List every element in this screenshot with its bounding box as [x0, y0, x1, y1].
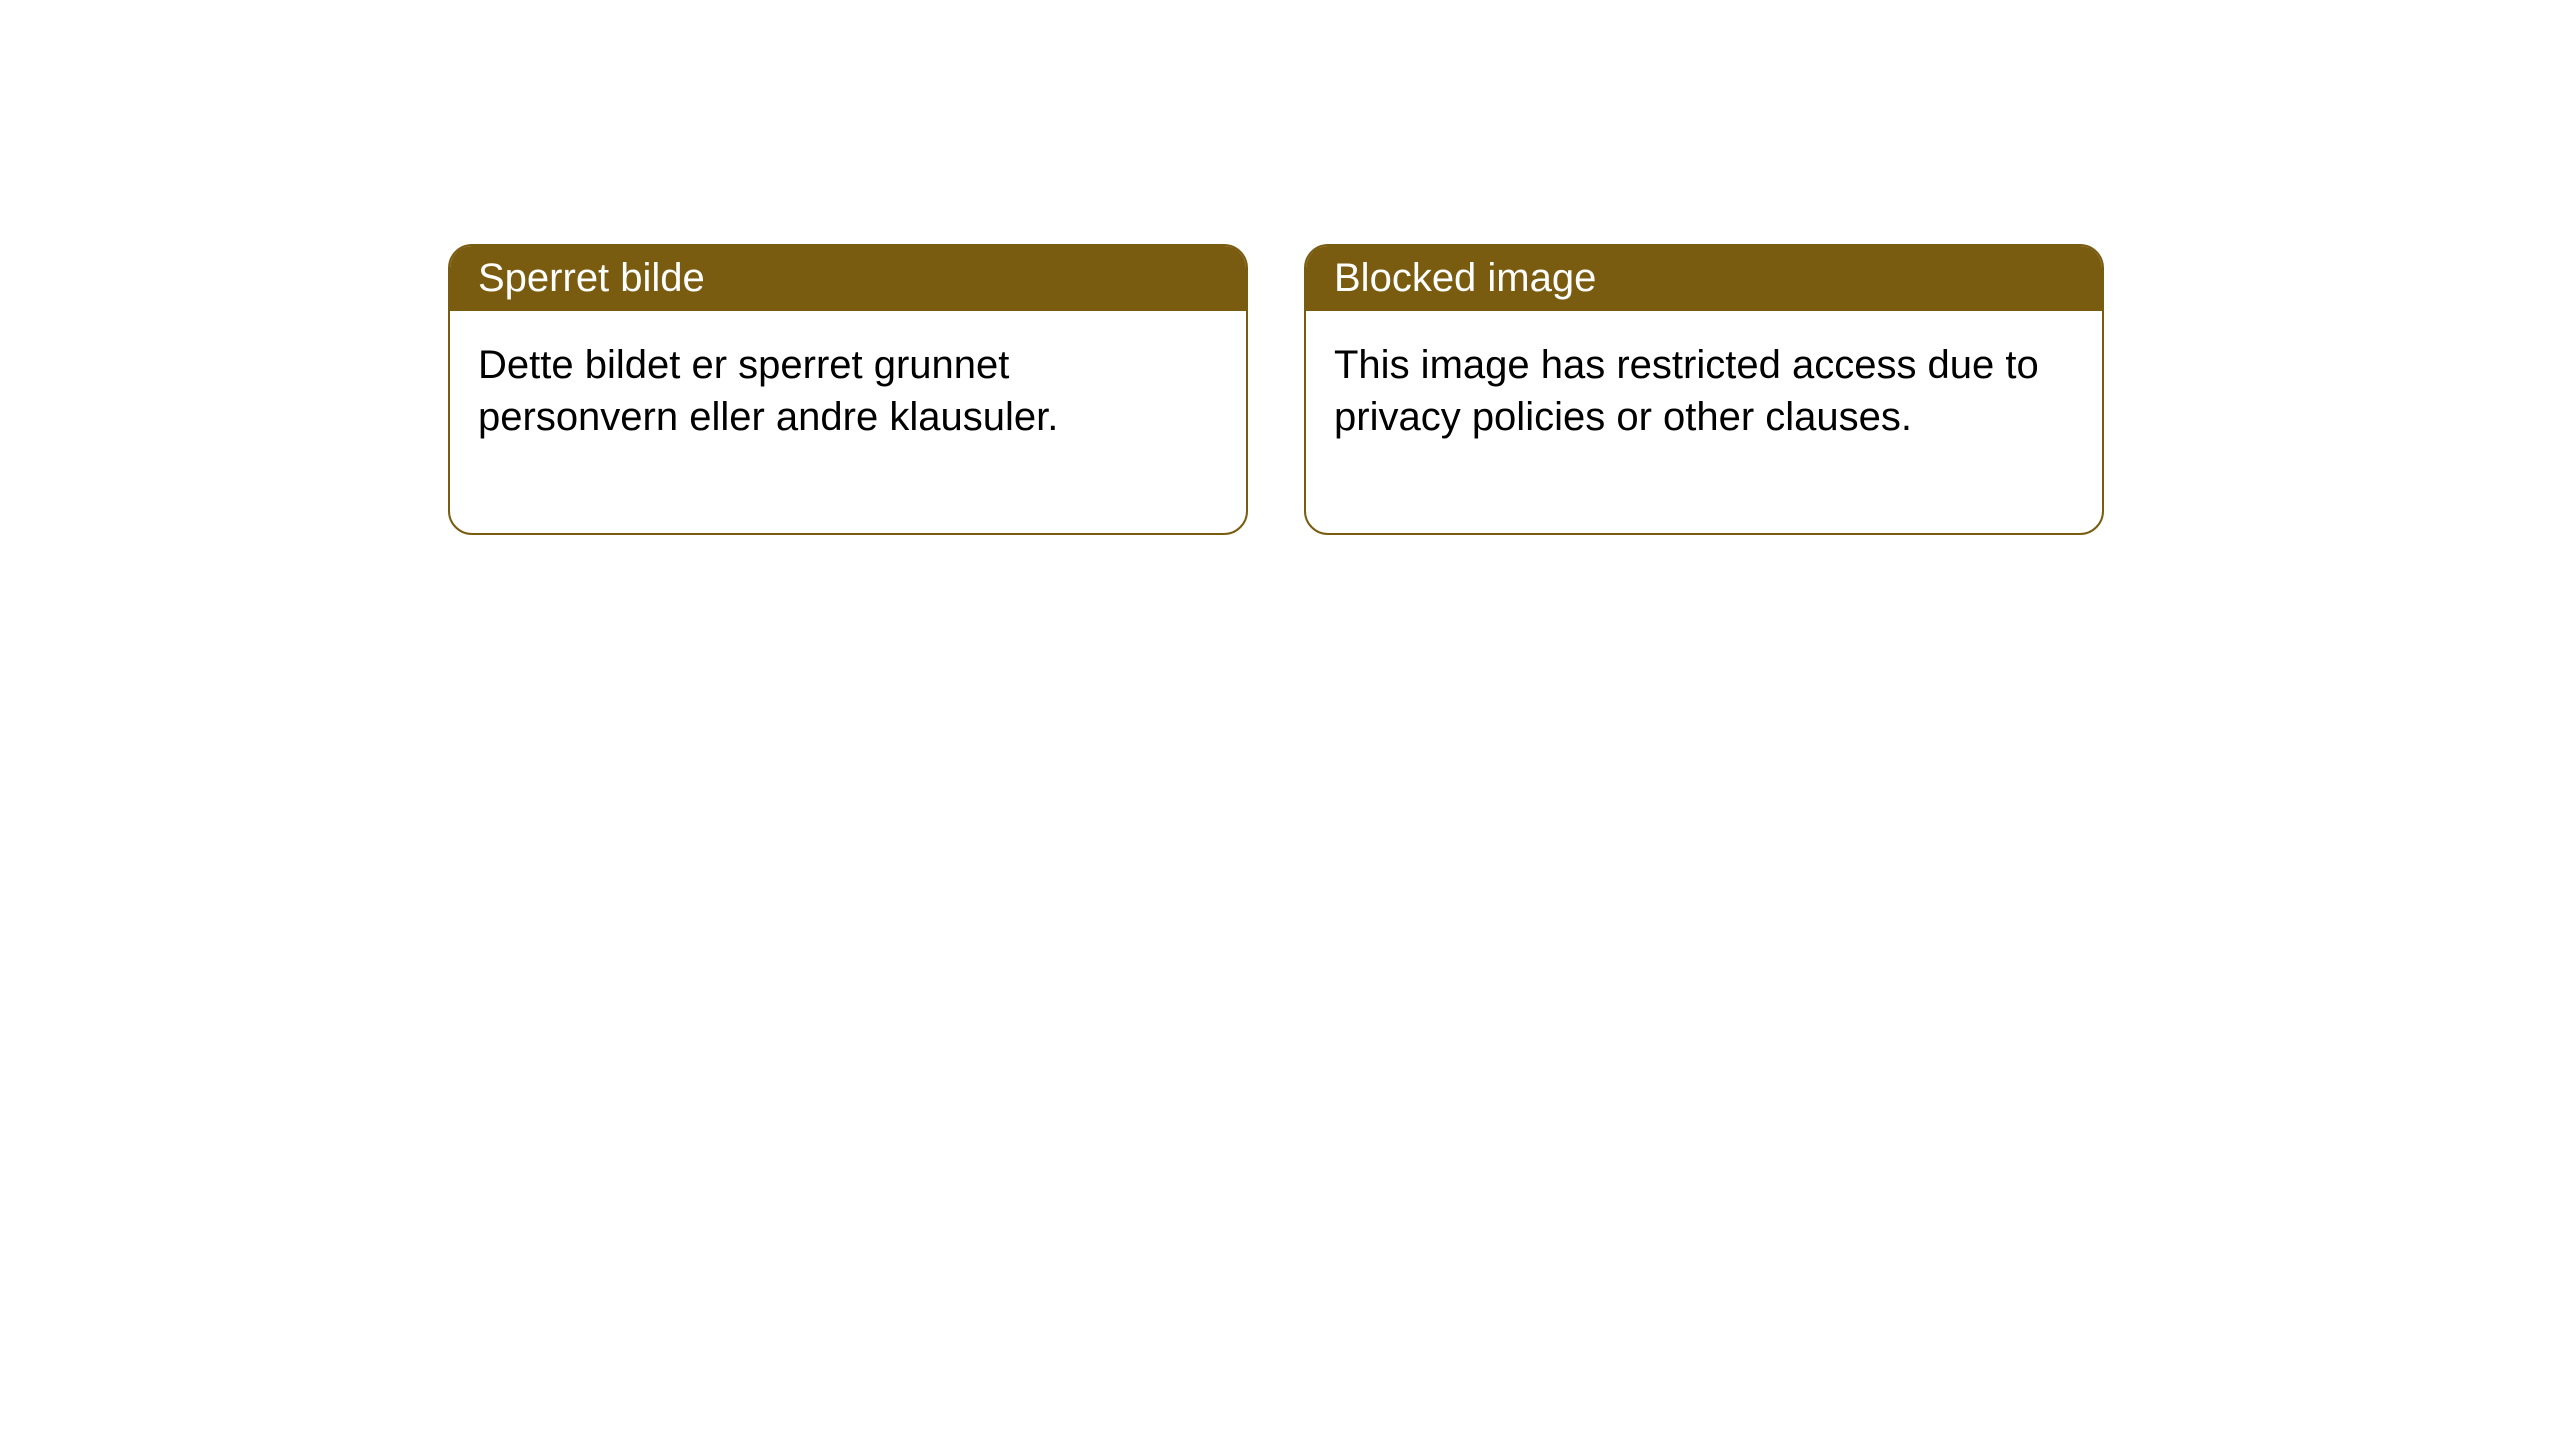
card-body: This image has restricted access due to …	[1306, 311, 2102, 533]
card-body-text: Dette bildet er sperret grunnet personve…	[478, 343, 1058, 439]
notice-card-english: Blocked image This image has restricted …	[1304, 244, 2104, 535]
card-title: Blocked image	[1334, 256, 1596, 300]
card-header: Sperret bilde	[450, 246, 1246, 311]
card-body: Dette bildet er sperret grunnet personve…	[450, 311, 1246, 533]
card-header: Blocked image	[1306, 246, 2102, 311]
card-body-text: This image has restricted access due to …	[1334, 343, 2039, 439]
notice-card-norwegian: Sperret bilde Dette bildet er sperret gr…	[448, 244, 1248, 535]
card-title: Sperret bilde	[478, 256, 705, 300]
card-container: Sperret bilde Dette bildet er sperret gr…	[448, 244, 2104, 535]
